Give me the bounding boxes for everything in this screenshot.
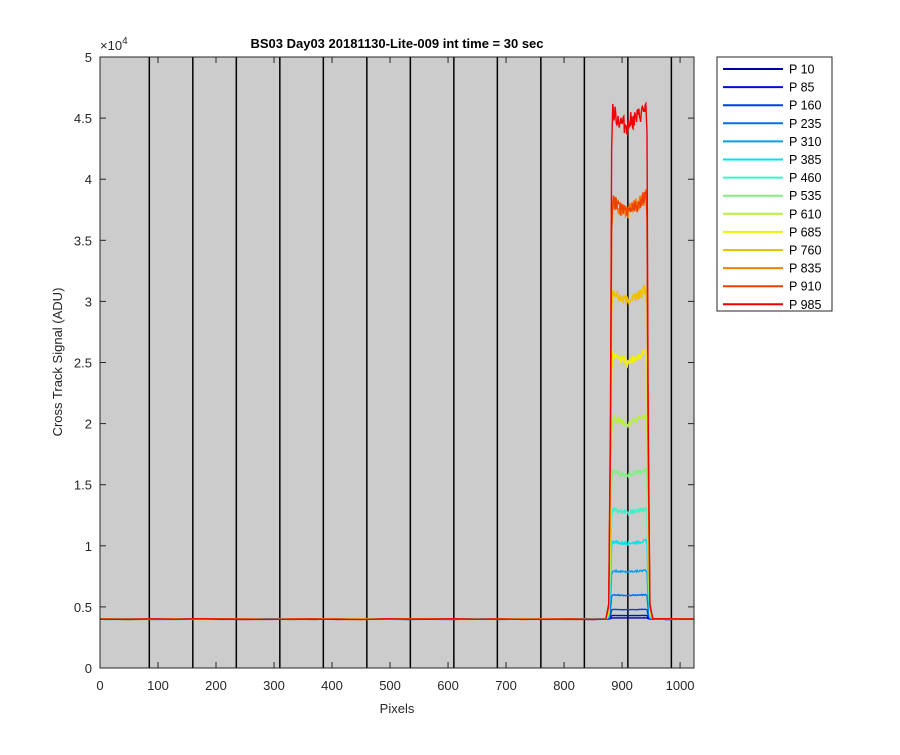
legend-label: P 460 bbox=[789, 171, 821, 185]
legend-label: P 235 bbox=[789, 117, 821, 131]
legend-label: P 985 bbox=[789, 298, 821, 312]
x-axis-ticks: 0 100 200 300 400 500 600 700 800 900 1000 bbox=[96, 57, 695, 693]
y-tick-label: 0 bbox=[85, 661, 92, 676]
legend-label: P 310 bbox=[789, 135, 821, 149]
series-line-p-985 bbox=[99, 101, 695, 621]
legend-label: P 160 bbox=[789, 99, 821, 113]
x-tick-label: 1000 bbox=[666, 678, 695, 693]
y-tick-label: 4.5 bbox=[74, 111, 92, 126]
legend-label: P 385 bbox=[789, 153, 821, 167]
y-tick-label: 0.5 bbox=[74, 600, 92, 615]
chart-title: BS03 Day03 20181130-Lite-009 int time = … bbox=[250, 36, 543, 51]
legend: P 10 P 85 P 160 P 235 P 310 P 385 P 460 P 535 P … bbox=[716, 56, 833, 312]
legend-label: P 910 bbox=[789, 280, 821, 294]
x-tick-label: 800 bbox=[553, 678, 575, 693]
legend-label: P 85 bbox=[789, 81, 815, 95]
x-tick-label: 0 bbox=[96, 678, 103, 693]
x-tick-label: 700 bbox=[495, 678, 517, 693]
legend-label: P 10 bbox=[789, 63, 815, 77]
x-tick-label: 100 bbox=[147, 678, 169, 693]
x-tick-label: 200 bbox=[205, 678, 227, 693]
y-exponent-label: ×104 bbox=[100, 36, 128, 53]
legend-label: P 835 bbox=[789, 262, 821, 276]
y-axis-ticks: 0 0.5 1 1.5 2 2.5 3 3.5 4 4.5 5 bbox=[74, 50, 694, 676]
y-tick-label: 3 bbox=[85, 294, 92, 309]
y-tick-label: 3.5 bbox=[74, 233, 92, 248]
y-tick-label: 1 bbox=[85, 539, 92, 554]
y-tick-label: 2.5 bbox=[74, 356, 92, 371]
x-tick-label: 400 bbox=[321, 678, 343, 693]
x-tick-label: 900 bbox=[611, 678, 633, 693]
legend-label: P 685 bbox=[789, 225, 821, 239]
legend-label: P 760 bbox=[789, 244, 821, 258]
x-tick-label: 600 bbox=[437, 678, 459, 693]
series-lines bbox=[99, 101, 695, 621]
y-axis-label: Cross Track Signal (ADU) bbox=[50, 288, 65, 437]
x-tick-label: 300 bbox=[263, 678, 285, 693]
legend-label: P 610 bbox=[789, 207, 821, 221]
y-tick-label: 5 bbox=[85, 50, 92, 65]
x-axis-label: Pixels bbox=[380, 701, 415, 716]
vertical-lines bbox=[148, 57, 673, 668]
y-tick-label: 2 bbox=[85, 417, 92, 432]
legend-label: P 535 bbox=[789, 189, 821, 203]
plot-area bbox=[100, 57, 694, 668]
y-tick-label: 4 bbox=[85, 172, 92, 187]
x-tick-label: 500 bbox=[379, 678, 401, 693]
y-tick-label: 1.5 bbox=[74, 478, 92, 493]
